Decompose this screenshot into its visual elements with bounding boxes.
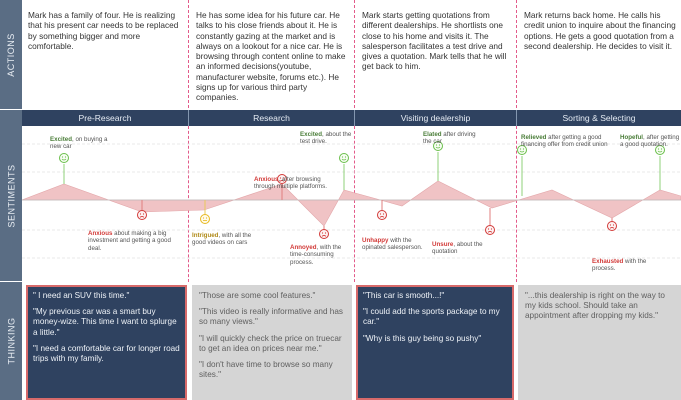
thinking-visiting-dealership: "This car is smooth...!" "I could add the… — [356, 285, 514, 400]
column-separator — [354, 126, 355, 282]
sentiment-note: Exhausted with the process. — [592, 258, 647, 273]
thinking-research: "Those are some cool features." "This vid… — [192, 285, 352, 400]
sad-face-icon — [137, 210, 147, 220]
row-label-thinking: THINKING — [0, 282, 22, 400]
phase-separator — [188, 110, 189, 126]
neutral-face-icon — [200, 214, 210, 224]
happy-face-icon — [655, 145, 665, 155]
sentiment-note: Excited, on buying a new car — [50, 136, 108, 151]
sentiment-note: Relieved after getting a good financing … — [521, 134, 608, 149]
happy-face-icon — [433, 141, 443, 151]
row-label-actions: ACTIONS — [0, 0, 22, 110]
sad-face-icon — [485, 225, 495, 235]
sad-face-icon — [607, 221, 617, 231]
action-sorting-selecting: Mark returns back home. He calls his cre… — [524, 10, 676, 51]
thinking-pre-research: " I need an SUV this time." "My previous … — [26, 285, 187, 400]
happy-face-icon — [59, 153, 69, 163]
sentiment-note: Elated after driving the car — [423, 131, 476, 146]
sentiment-chart — [22, 141, 681, 259]
sad-face-icon — [277, 174, 287, 184]
sentiment-note: Intrigued, with all the good videos on c… — [192, 232, 252, 247]
sentiment-note: Anxious about making a big investment an… — [88, 230, 171, 252]
phase-pre-research: Pre-Research — [78, 113, 132, 123]
phase-sorting-selecting: Sorting & Selecting — [562, 113, 636, 123]
thinking-sorting-selecting: "...this dealership is right on the way … — [518, 285, 681, 400]
column-separator — [188, 0, 189, 108]
sad-face-icon — [377, 210, 387, 220]
column-separator — [516, 126, 517, 282]
action-pre-research: Mark has a family of four. He is realizi… — [28, 10, 179, 51]
column-separator — [354, 0, 355, 108]
phase-separator — [354, 110, 355, 126]
sentiment-area — [22, 180, 681, 227]
sad-face-icon — [319, 229, 329, 239]
column-separator — [516, 0, 517, 108]
phase-visiting-dealership: Visiting dealership — [400, 113, 471, 123]
sentiment-note: Excited, about the test drive. — [300, 131, 352, 146]
action-research: He has some idea for his future car. He … — [196, 10, 346, 103]
sentiment-note: Hopeful, after getting a good quotation. — [620, 134, 680, 149]
phase-separator — [516, 110, 517, 126]
phase-bar: Pre-Research Research Visiting dealershi… — [22, 110, 681, 126]
action-visiting-dealership: Mark starts getting quotations from diff… — [362, 10, 507, 72]
happy-face-icon — [339, 153, 349, 163]
sentiment-note: Unhappy with the opinated salesperson. — [362, 237, 423, 252]
sentiment-note: Unsure, about the quotation — [432, 241, 483, 256]
sentiment-note: Anxious, after browsing through multiple… — [254, 176, 327, 191]
row-label-sentiments: SENTIMENTS — [0, 110, 22, 282]
happy-face-icon — [517, 145, 527, 155]
phase-research: Research — [253, 113, 290, 123]
sentiment-note: Annoyed, with the time-consuming process… — [290, 244, 342, 266]
